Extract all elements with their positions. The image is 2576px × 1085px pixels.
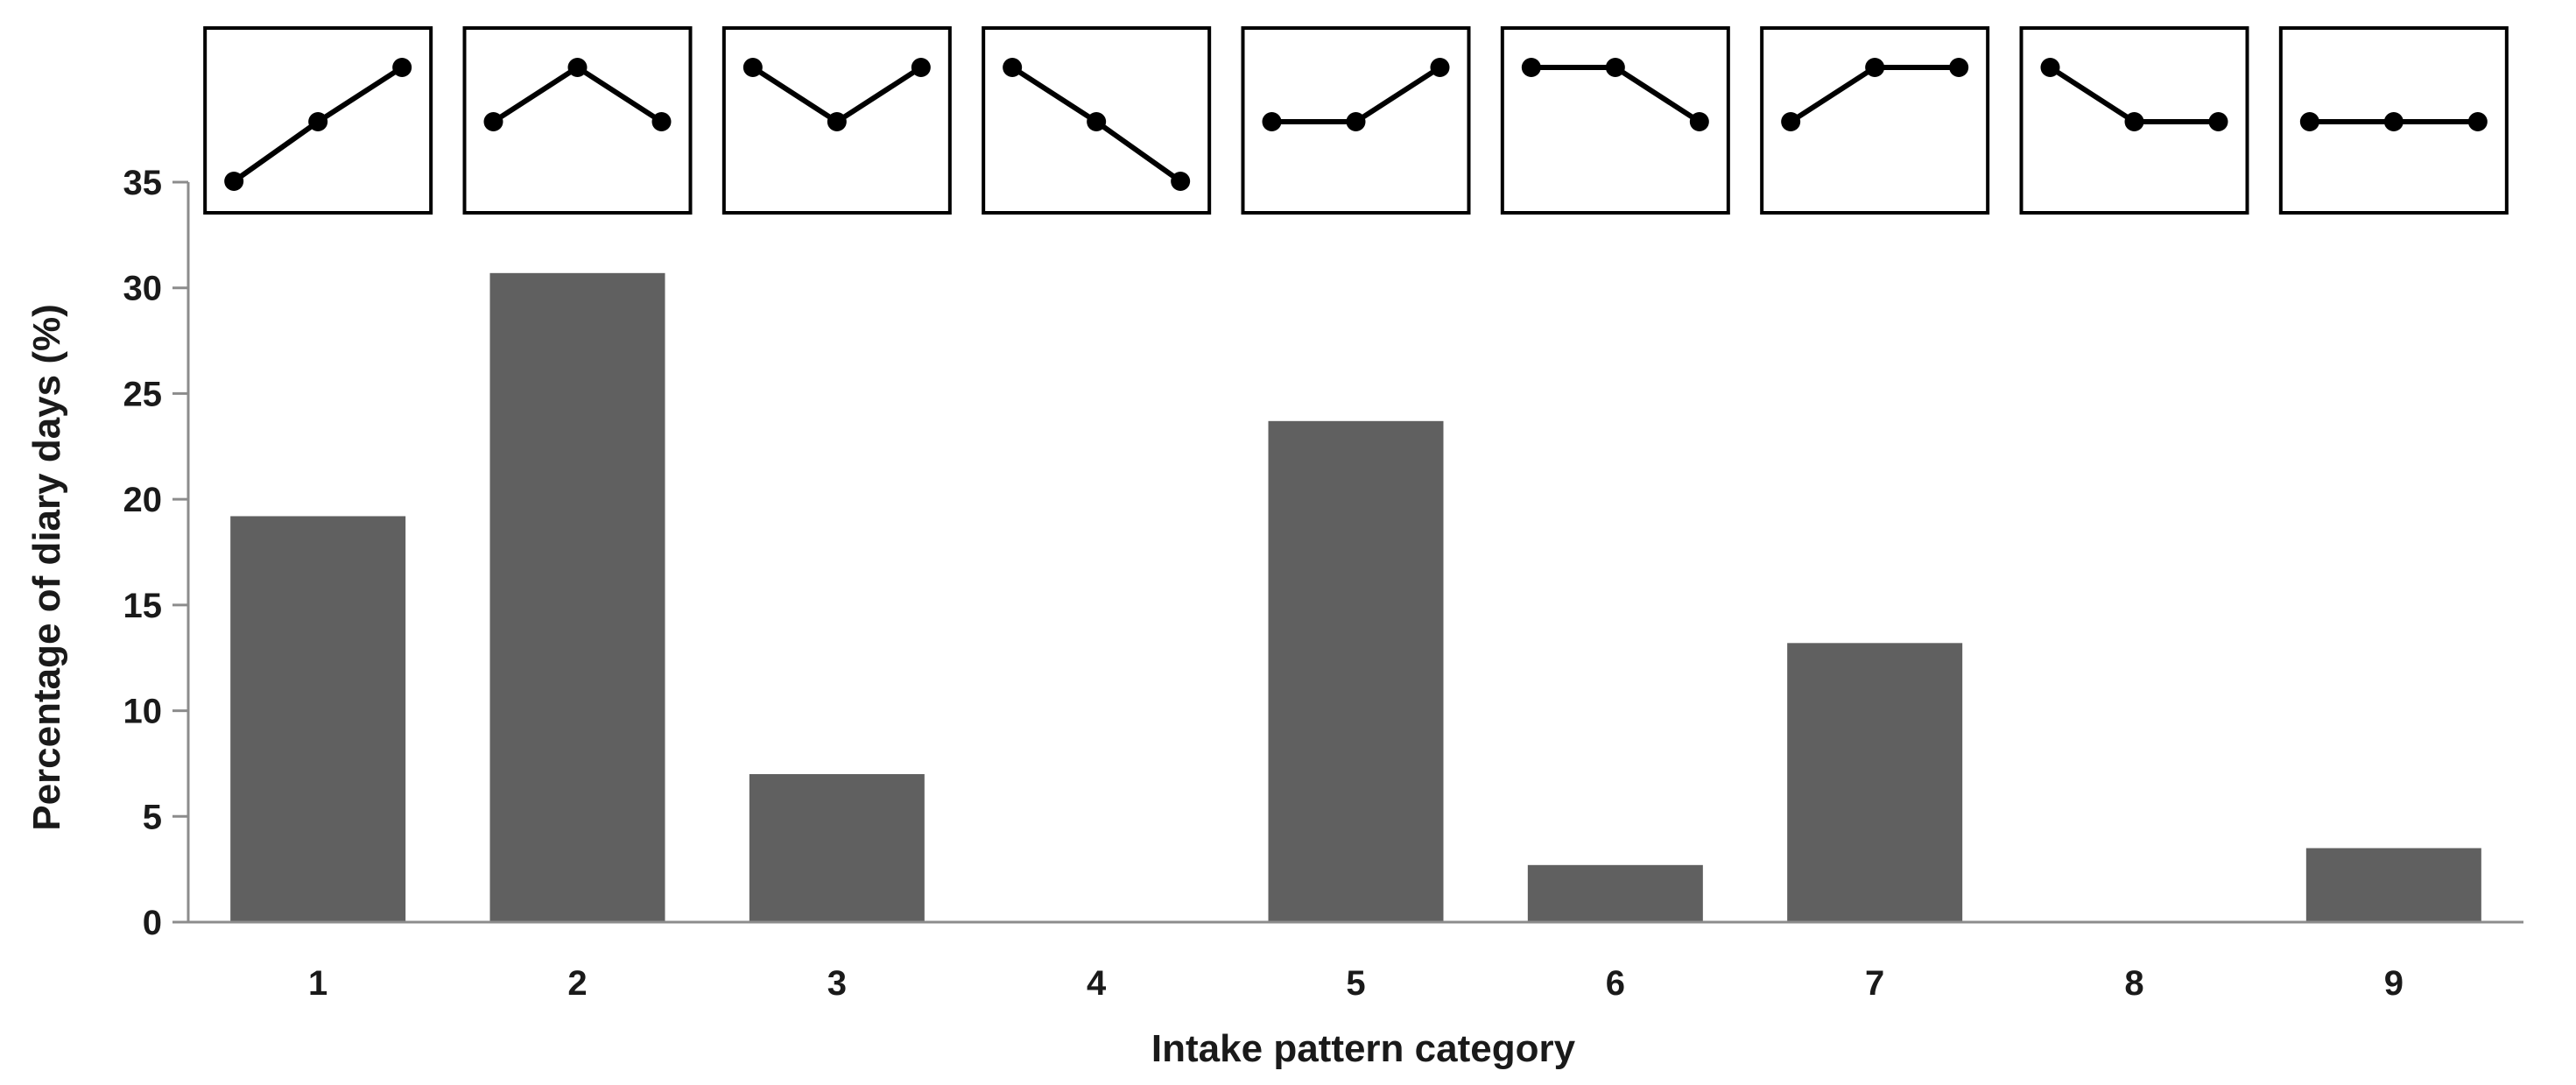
y-tick-label: 10 [123, 693, 163, 731]
x-axis-label: Intake pattern category [1151, 1027, 1576, 1070]
pattern-point [567, 58, 588, 77]
bar-category-1 [230, 516, 406, 922]
pattern-point [1346, 112, 1366, 131]
pattern-icon-6 [1500, 26, 1730, 215]
x-tick-label: 3 [827, 964, 847, 1003]
y-tick-label: 30 [123, 270, 163, 308]
x-tick-labels: 1 2 3 4 5 6 7 8 9 [308, 964, 2404, 1003]
pattern-point [827, 112, 847, 131]
pattern-point [483, 112, 503, 131]
pattern-icon-9 [2278, 26, 2509, 215]
pattern-icon-2 [462, 26, 693, 215]
x-tick-label: 7 [1865, 964, 1884, 1003]
bar-category-5 [1268, 420, 1444, 922]
x-tick-label: 2 [567, 964, 587, 1003]
y-tick-labels: 0 5 10 15 20 25 30 35 [123, 164, 188, 942]
pattern-icon-3 [721, 26, 952, 215]
y-tick-label: 15 [123, 587, 163, 625]
pattern-point [2208, 112, 2228, 131]
pattern-point [743, 58, 763, 77]
x-tick-label: 6 [1606, 964, 1625, 1003]
pattern-point [1865, 58, 1885, 77]
pattern-point [1087, 112, 1107, 131]
pattern-point [1003, 58, 1023, 77]
pattern-icons [203, 26, 2509, 215]
pattern-point [2040, 58, 2060, 77]
pattern-icon-8 [2019, 26, 2249, 215]
x-tick-label: 5 [1346, 964, 1365, 1003]
pattern-point [2383, 112, 2404, 131]
pattern-point [1605, 58, 1625, 77]
bars [230, 272, 2481, 922]
bar-category-7 [1787, 643, 1963, 922]
pattern-point [911, 58, 931, 77]
bar-category-6 [1527, 864, 1703, 922]
y-tick-label: 20 [123, 481, 163, 519]
y-axis-label: Percentage of diary days (%) [25, 304, 68, 831]
y-tick-label: 25 [123, 375, 163, 413]
pattern-point [2124, 112, 2144, 131]
pattern-point [1689, 112, 1709, 131]
bar-category-3 [749, 774, 925, 922]
axes [187, 182, 2523, 924]
y-tick-label: 0 [143, 904, 162, 942]
y-tick-label: 35 [123, 164, 163, 202]
pattern-point [1949, 58, 1969, 77]
pattern-icon-4 [982, 26, 1212, 215]
pattern-icon-1 [203, 26, 433, 215]
pattern-point [1430, 58, 1450, 77]
pattern-point [1781, 112, 1801, 131]
pattern-icon-5 [1241, 26, 1471, 215]
pattern-point [1171, 172, 1191, 191]
pattern-point [308, 112, 328, 131]
pattern-point [1262, 112, 1282, 131]
bar-category-9 [2305, 848, 2481, 922]
bar-category-2 [489, 272, 665, 922]
x-tick-label: 9 [2384, 964, 2404, 1003]
y-tick-label: 5 [143, 798, 162, 836]
pattern-point [224, 172, 244, 191]
pattern-point [2467, 112, 2488, 131]
pattern-point [2299, 112, 2319, 131]
x-tick-label: 4 [1087, 964, 1107, 1003]
pattern-icon-7 [1760, 26, 1990, 215]
pattern-point [392, 58, 412, 77]
pattern-point [1521, 58, 1541, 77]
pattern-point [651, 112, 672, 131]
x-tick-label: 8 [2124, 964, 2143, 1003]
x-tick-label: 1 [308, 964, 327, 1003]
